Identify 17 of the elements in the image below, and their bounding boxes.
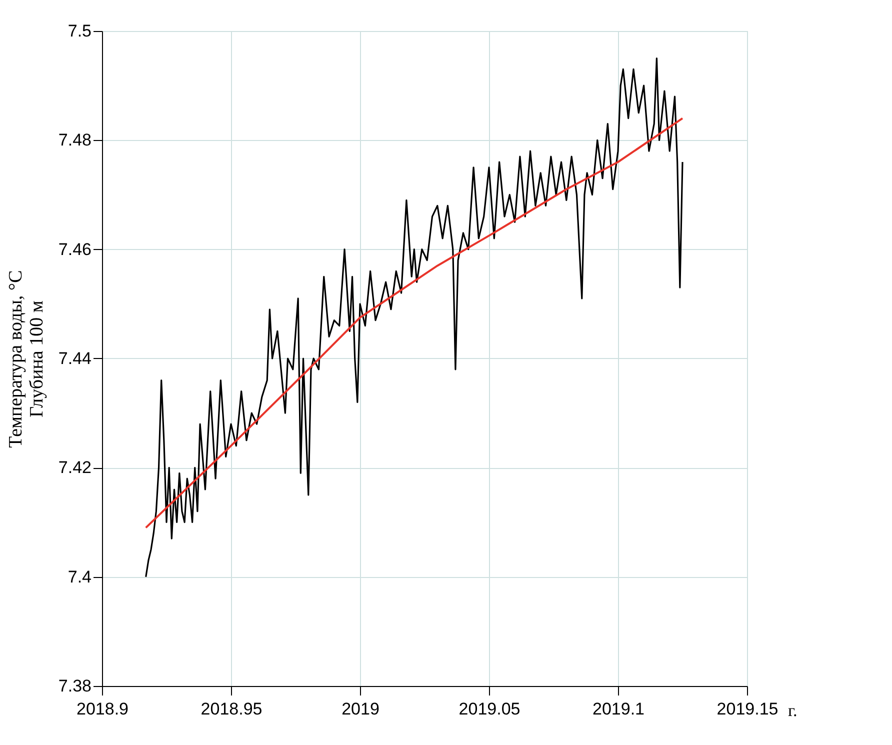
y-tick-label: 7.38	[58, 676, 92, 696]
x-axis-title: г.	[788, 701, 798, 720]
x-tick-label: 2019.15	[716, 700, 778, 718]
y-tick-label: 7.5	[68, 22, 92, 40]
x-tick-label: 2018.9	[76, 700, 128, 718]
x-tick-label: 2018.95	[200, 700, 262, 718]
line-series	[145, 57, 684, 578]
y-tick-label: 7.44	[58, 349, 92, 368]
x-tick-label: 2019	[342, 700, 380, 718]
y-tick-label: 7.4	[68, 567, 92, 586]
y-tick-label: 7.42	[58, 458, 92, 478]
x-tick-label: 2019.1	[592, 700, 644, 718]
y-tick-label: 7.48	[58, 130, 92, 150]
y-tick-label: 7.46	[58, 240, 92, 259]
y-axis-title: Температура воды, °С Глубина 100 м	[5, 270, 48, 448]
x-tick-label: 2019.05	[458, 700, 520, 718]
line-series	[144, 117, 684, 529]
